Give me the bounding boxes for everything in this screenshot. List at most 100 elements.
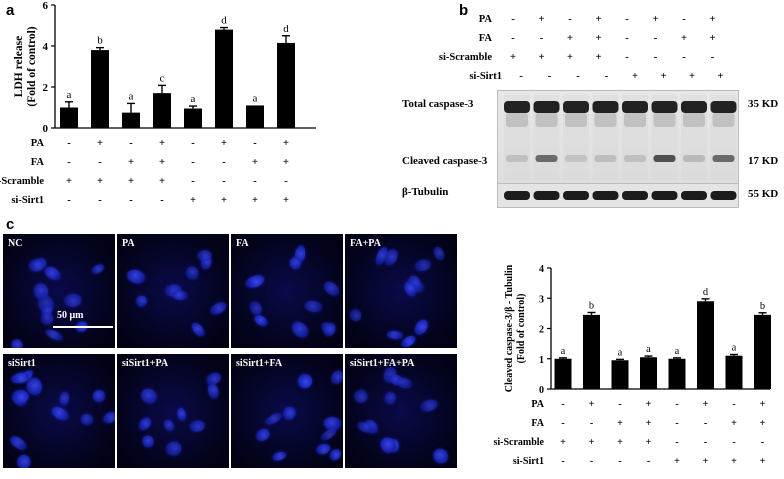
condition-sign: + (221, 195, 227, 206)
bar (668, 358, 686, 389)
condition-sign: + (560, 437, 566, 448)
nucleus (247, 299, 265, 318)
band-cleaved-caspase3 (594, 155, 617, 162)
nucleus (208, 299, 229, 318)
y-tick-label: 2 (43, 82, 49, 94)
condition-sign: + (689, 71, 695, 82)
condition-sign: + (681, 33, 687, 44)
significance-letter: c (160, 72, 165, 84)
condition-sign: + (703, 456, 709, 467)
condition-sign: + (589, 399, 595, 410)
condition-sign: - (732, 437, 735, 448)
band-beta-tubulin (563, 191, 589, 200)
y-tick-label: 0 (43, 123, 49, 135)
condition-sign: - (647, 456, 650, 467)
condition-sign: + (97, 176, 103, 187)
condition-label: PA (31, 138, 45, 149)
condition-sign: + (159, 176, 165, 187)
nucleus (297, 373, 313, 389)
bar (153, 93, 171, 128)
wb-label-cleaved-caspase3: Cleaved caspase-3 (402, 155, 488, 167)
nucleus (189, 419, 207, 433)
micrograph-fa-pa: FA+PA (345, 234, 457, 348)
bar (583, 314, 600, 389)
band-smear (712, 113, 735, 127)
condition-sign: - (511, 33, 515, 44)
condition-sign: - (511, 14, 515, 25)
condition-sign: - (576, 71, 580, 82)
condition-sign: - (253, 138, 257, 149)
micrograph-label: siSirt1+FA (236, 358, 283, 369)
condition-sign: + (159, 138, 165, 149)
condition-sign: + (539, 52, 545, 63)
condition-sign: + (596, 52, 602, 63)
condition-sign: - (568, 14, 572, 25)
condition-sign: - (129, 195, 133, 206)
band-smear (506, 113, 528, 127)
condition-sign: - (222, 176, 226, 187)
bar (184, 108, 202, 128)
bar (554, 358, 572, 389)
nucleus (328, 368, 343, 387)
nucleus (58, 391, 70, 407)
nucleus (383, 390, 397, 406)
nucleus (92, 389, 106, 404)
condition-sign: + (97, 138, 103, 149)
wb-label-total-caspase3: Total caspase-3 (402, 98, 474, 110)
bar (611, 360, 629, 389)
blot-tubulin-membrane (497, 183, 739, 208)
band-beta-tubulin (504, 191, 530, 200)
band-beta-tubulin (622, 191, 648, 200)
band-smear (594, 113, 617, 127)
band-cleaved-caspase3 (653, 155, 676, 162)
y-tick-label: 2 (539, 325, 544, 336)
significance-letter: a (618, 347, 623, 358)
condition-sign: - (191, 157, 195, 168)
nucleus (205, 382, 220, 401)
condition-sign: + (731, 456, 737, 467)
nucleus (271, 449, 288, 462)
band-beta-tubulin (533, 191, 560, 200)
y-tick-label: 0 (539, 385, 544, 396)
micrograph-fa: FA (231, 234, 343, 348)
condition-sign: + (567, 33, 573, 44)
band-smear (653, 113, 676, 127)
condition-sign: + (221, 138, 227, 149)
band-beta-tubulin (592, 191, 619, 200)
y-tick-label: 4 (539, 264, 544, 275)
condition-sign: - (675, 437, 678, 448)
nucleus (386, 330, 404, 341)
condition-sign: + (596, 33, 602, 44)
condition-sign: + (283, 195, 289, 206)
condition-sign: - (67, 138, 71, 149)
significance-letter: a (191, 93, 196, 105)
condition-sign: + (632, 71, 638, 82)
condition-sign: - (540, 33, 544, 44)
condition-sign: - (129, 138, 133, 149)
condition-label: si-Sirt1 (469, 71, 502, 82)
condition-sign: + (66, 176, 72, 187)
condition-sign: + (703, 399, 709, 410)
bar (277, 42, 295, 128)
condition-sign: + (539, 14, 545, 25)
condition-sign: - (618, 399, 621, 410)
bar (91, 50, 109, 128)
condition-sign: + (617, 418, 623, 429)
nucleus (42, 263, 64, 283)
band-cleaved-caspase3 (535, 155, 558, 162)
y-axis-label: Cleaved caspase-3/β - Tubulin (504, 264, 515, 392)
condition-label: si-Scramble (493, 437, 544, 448)
condition-label: FA (31, 157, 45, 168)
condition-sign: - (625, 52, 629, 63)
band-cleaved-caspase3 (712, 155, 735, 162)
condition-label: FA (531, 418, 544, 429)
micrograph-pa: PA (117, 234, 229, 348)
significance-letter: d (221, 15, 227, 27)
blot-tubulin-bands (504, 191, 737, 200)
condition-sign: - (675, 418, 678, 429)
band-cleaved-caspase3 (683, 155, 705, 162)
condition-sign: + (190, 195, 196, 206)
condition-label: si-Scramble (0, 176, 44, 187)
condition-sign: - (253, 176, 257, 187)
y-tick-label: 3 (539, 294, 544, 305)
